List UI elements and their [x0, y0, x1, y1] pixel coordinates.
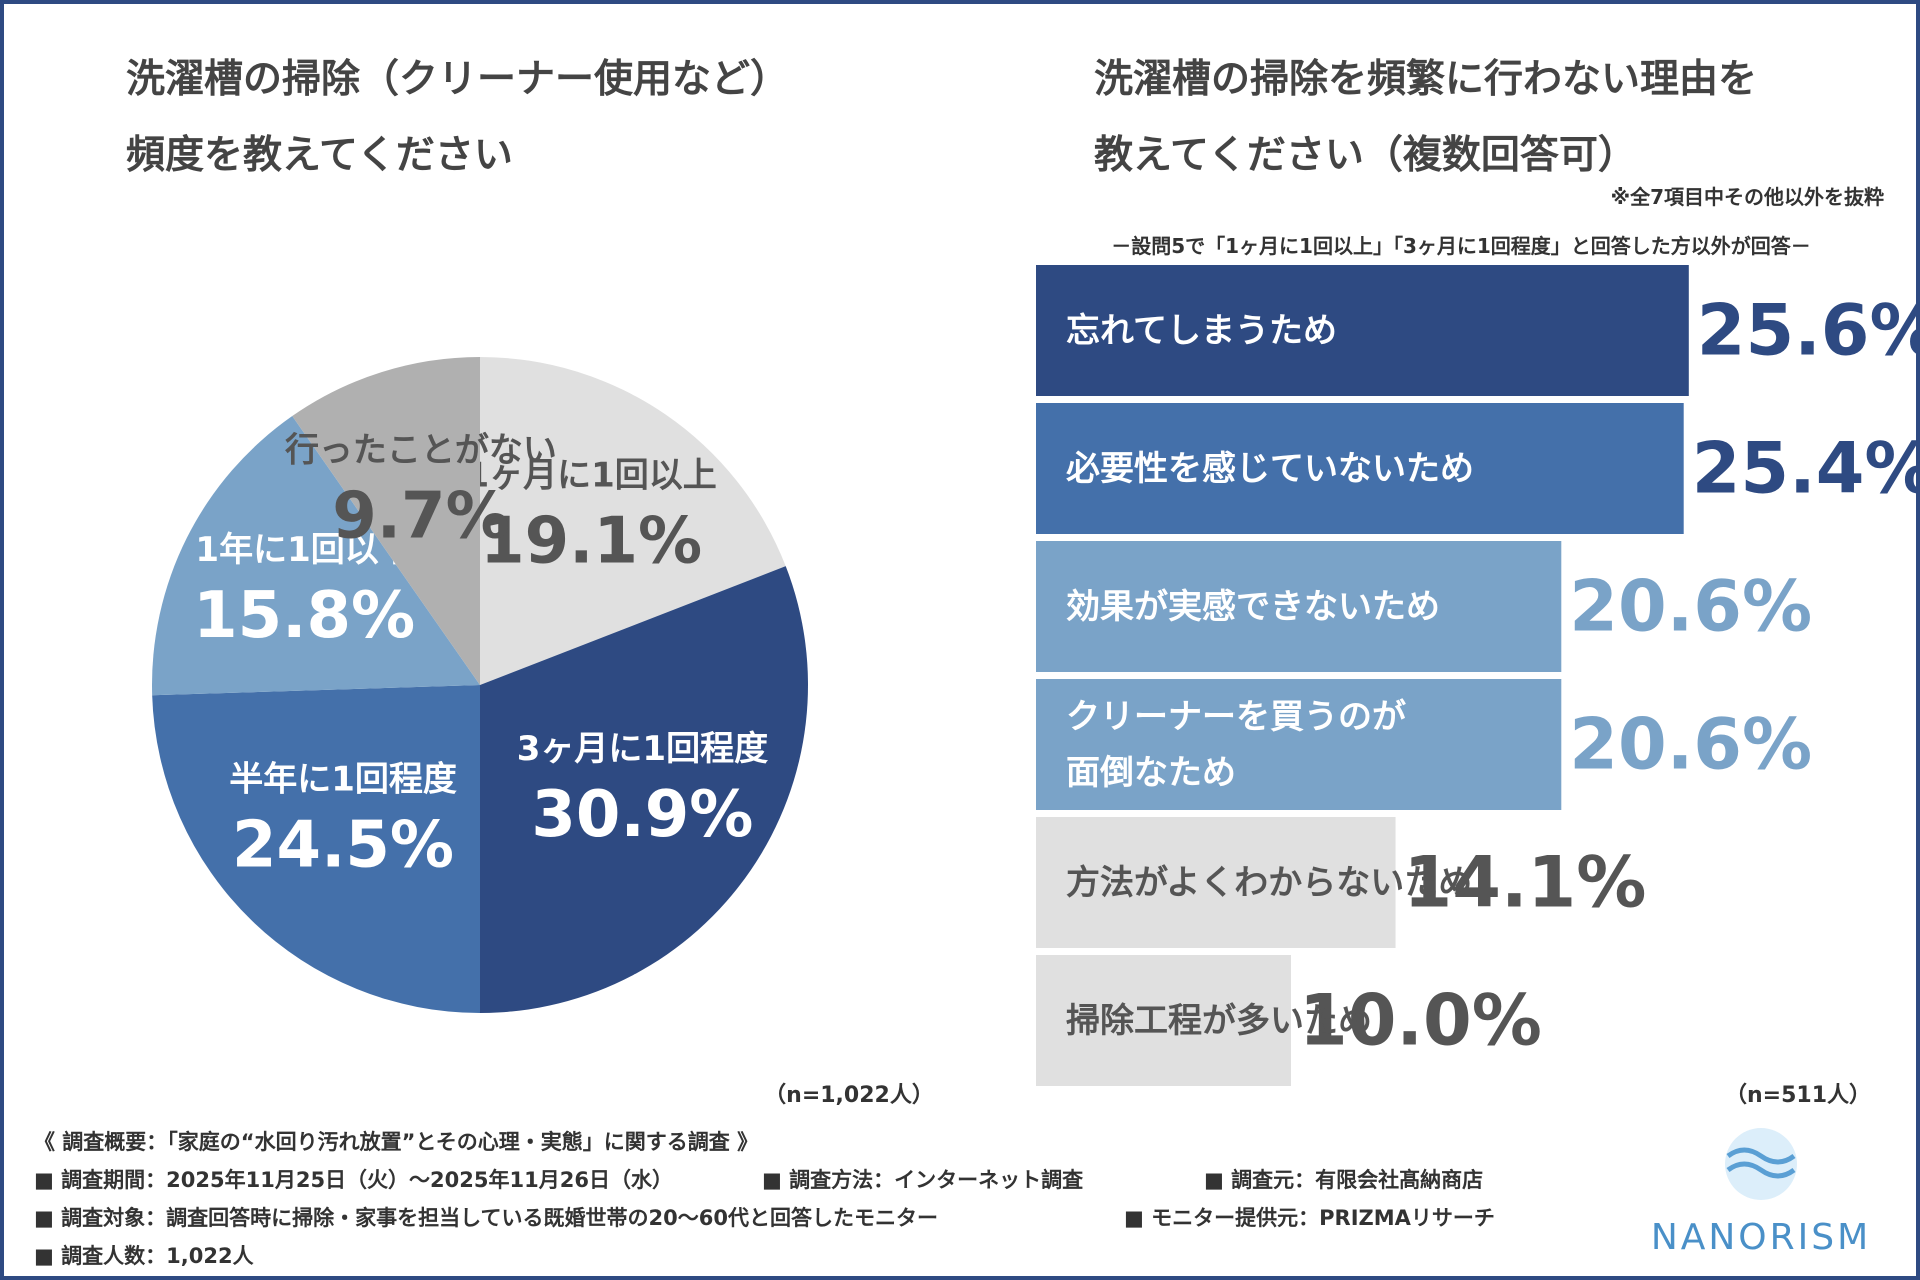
footer-item: 調査元：有限会社髙納商店: [1204, 1164, 1483, 1194]
bar: [1036, 265, 1689, 396]
bar: [1036, 541, 1562, 672]
footer-item: 調査期間：2025年11月25日（火）～2025年11月26日（水）: [34, 1164, 673, 1194]
bar: [1036, 403, 1684, 534]
slice-value-label: 24.5%: [232, 808, 454, 882]
subtitle: －設問5で「1ヶ月に1回以上」「3ヶ月に1回程度」と回答した方以外が回答－: [1111, 234, 1811, 258]
slice-label: 1ヶ月に1回以上: [465, 456, 716, 496]
logo-text: NANORISM: [1651, 1217, 1871, 1258]
pie-slice: [480, 566, 808, 1013]
pie-slice: [480, 357, 786, 685]
bar: [1036, 679, 1562, 810]
slice-value-label: 30.9%: [531, 778, 753, 852]
bar-label: 掃除工程が多いため: [1066, 1000, 1372, 1041]
bar: [1036, 955, 1291, 1086]
bar-label: クリーナーを買うのが 面倒なため: [1066, 696, 1406, 793]
bar-label: 必要性を感じていないため: [1066, 448, 1474, 489]
bar-value-label: 25.6%: [1697, 290, 1916, 372]
bar-value-label: 10.0%: [1299, 980, 1542, 1062]
slice-value-label: 19.1%: [480, 505, 702, 579]
footer-item: 調査人数：1,022人: [34, 1240, 253, 1270]
annotation: ※全7項目中その他以外を抜粋: [1611, 185, 1884, 209]
slice-label: 3ヶ月に1回程度: [517, 729, 768, 769]
bar-label: 効果が実感できないため: [1066, 586, 1440, 627]
slice-label: 行ったことがない: [285, 430, 557, 470]
logo-icon: [1725, 1128, 1797, 1200]
footer-item: モニター提供元：PRIZMAリサーチ: [1124, 1202, 1495, 1232]
slice-label: 半年に1回程度: [229, 759, 457, 799]
chart-title: 洗濯槽の掃除（クリーナー使用など） 頻度を教えてください: [126, 57, 790, 178]
slice-value-label: 9.7%: [332, 479, 510, 553]
charts: 1ヶ月に1回以上19.1%3ヶ月に1回程度30.9%半年に1回程度24.5%1年…: [152, 185, 1916, 1258]
bar-label: 方法がよくわからないため: [1066, 862, 1473, 903]
footer-item: 調査対象：調査回答時に掃除・家事を担当している既婚世帯の20～60代と回答したモ…: [34, 1202, 938, 1232]
bar-value-label: 20.6%: [1569, 704, 1812, 786]
pie-slice: [152, 416, 480, 696]
sample-size: （n=511人）: [1725, 1083, 1871, 1108]
bar-value-label: 25.4%: [1692, 428, 1916, 510]
chart-title: 洗濯槽の掃除を頻繁に行わない理由を 教えてください（複数回答可）: [1094, 57, 1758, 178]
footer-item: 調査方法：インターネット調査: [762, 1164, 1083, 1194]
pie-slice: [292, 357, 480, 685]
bar: [1036, 817, 1396, 948]
bar-label: 忘れてしまうため: [1066, 310, 1337, 351]
pie-slice: [152, 685, 480, 1013]
sample-size: （n=1,022人）: [764, 1083, 934, 1108]
bar-value-label: 14.1%: [1404, 842, 1647, 924]
bar-value-label: 20.6%: [1569, 566, 1812, 648]
footer-title: 《 調査概要：「家庭の“水回り汚れ放置”とその心理・実態」に関する調査 》: [34, 1130, 759, 1154]
slice-value-label: 15.8%: [193, 579, 415, 653]
